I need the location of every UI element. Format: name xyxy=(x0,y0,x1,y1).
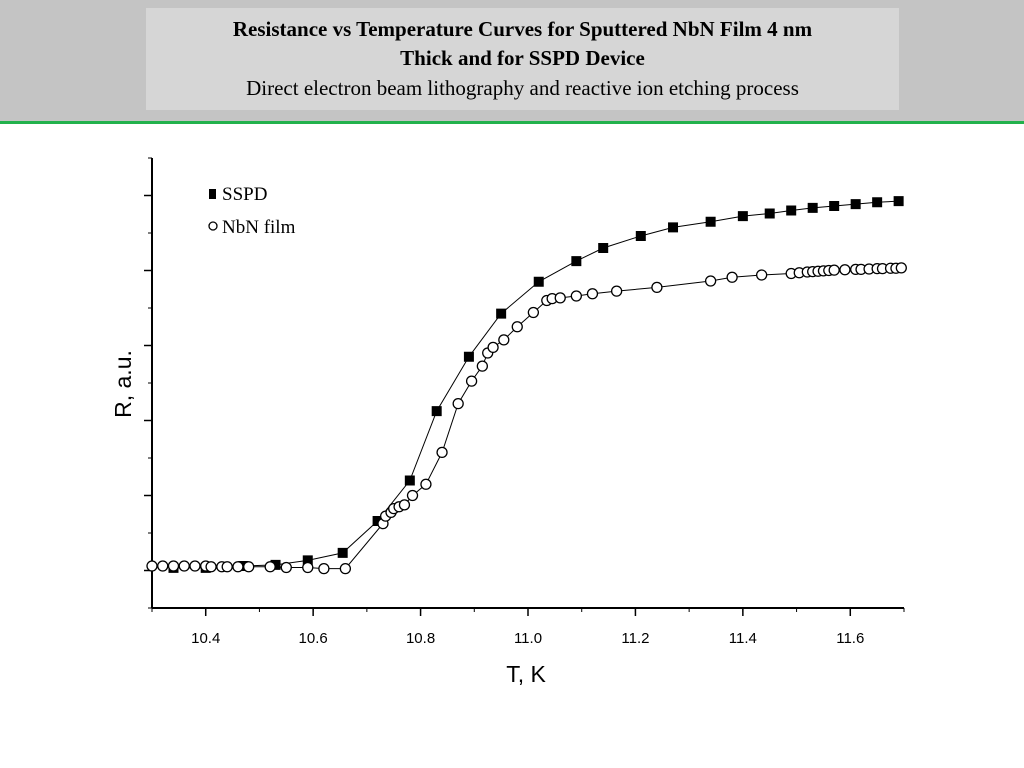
legend-marker-circle xyxy=(208,221,218,231)
data-point-nbn xyxy=(511,321,523,333)
data-point-sspd xyxy=(807,202,818,213)
data-point-sspd xyxy=(786,205,797,216)
data-point-sspd xyxy=(533,276,544,287)
data-point-nbn xyxy=(189,560,201,572)
data-point-sspd xyxy=(737,211,748,222)
chart-legend: SSPD NbN film xyxy=(208,184,296,238)
x-tick-label: 11.0 xyxy=(514,630,542,647)
data-point-sspd xyxy=(496,308,507,319)
data-point-sspd xyxy=(337,547,348,558)
data-point-nbn xyxy=(318,562,330,575)
x-tick-label: 11.2 xyxy=(621,630,649,647)
data-point-nbn xyxy=(243,561,255,573)
slide-subtitle: Direct electron beam lithography and rea… xyxy=(246,76,799,100)
series-points xyxy=(146,196,907,575)
data-point-nbn xyxy=(465,375,478,387)
data-point-nbn xyxy=(527,306,540,319)
data-point-nbn xyxy=(178,560,190,572)
data-point-sspd xyxy=(668,222,679,233)
data-point-sspd xyxy=(872,197,883,208)
series-line-1 xyxy=(152,267,902,570)
data-point-sspd xyxy=(705,216,716,227)
data-point-nbn xyxy=(895,262,907,274)
data-point-nbn xyxy=(264,561,276,573)
data-point-sspd xyxy=(431,406,442,417)
data-point-nbn xyxy=(280,561,292,574)
data-point-nbn xyxy=(839,264,851,276)
data-point-nbn xyxy=(828,264,840,276)
series-lines xyxy=(152,200,902,570)
x-tick-label: 11.4 xyxy=(729,630,757,647)
data-point-sspd xyxy=(850,199,861,210)
data-point-nbn xyxy=(610,285,623,297)
data-point-nbn xyxy=(498,334,510,346)
legend-marker-square xyxy=(209,189,216,199)
data-point-sspd xyxy=(829,201,840,211)
data-point-sspd xyxy=(764,208,775,219)
data-point-nbn xyxy=(487,341,499,354)
data-point-nbn xyxy=(339,562,352,575)
data-point-sspd xyxy=(404,475,415,486)
data-point-nbn xyxy=(232,561,244,573)
data-point-sspd xyxy=(372,516,383,526)
data-point-nbn xyxy=(726,271,738,283)
legend-label-nbn: NbN film xyxy=(222,217,296,238)
data-point-nbn xyxy=(221,561,233,573)
data-point-nbn xyxy=(420,478,432,490)
legend-entry-nbn: NbN film xyxy=(208,217,296,238)
legend-entry-sspd: SSPD xyxy=(209,184,267,205)
chart-ticks: 10.4 10.6 10.8 11.0 11.2 11.4 11.6 xyxy=(144,157,905,647)
y-axis-title: R, a.u. xyxy=(110,350,136,418)
header-divider xyxy=(0,121,1024,124)
legend-label-sspd: SSPD xyxy=(222,184,267,205)
slide-title-line-2: Thick and for SSPD Device xyxy=(400,46,645,70)
data-point-nbn xyxy=(302,561,314,574)
x-tick-label: 10.8 xyxy=(406,630,435,647)
x-tick-label: 10.6 xyxy=(299,630,328,647)
data-point-sspd xyxy=(893,196,904,207)
data-point-nbn xyxy=(406,489,419,502)
data-point-nbn xyxy=(586,288,599,300)
x-tick-label: 11.6 xyxy=(836,630,864,647)
data-point-nbn xyxy=(157,560,169,572)
data-point-nbn xyxy=(704,275,717,287)
data-point-sspd xyxy=(463,351,474,362)
data-point-nbn xyxy=(570,290,582,302)
data-point-sspd xyxy=(270,559,281,570)
data-point-sspd xyxy=(635,231,646,241)
data-point-sspd xyxy=(571,256,582,267)
data-point-nbn xyxy=(146,560,158,572)
data-point-nbn xyxy=(452,397,464,410)
title-box: Resistance vs Temperature Curves for Spu… xyxy=(146,8,899,110)
data-point-nbn xyxy=(554,292,566,304)
slide-title-line-1: Resistance vs Temperature Curves for Spu… xyxy=(232,17,813,41)
data-point-sspd xyxy=(598,243,609,253)
x-tick-label: 10.4 xyxy=(191,630,220,647)
data-point-nbn xyxy=(398,499,411,511)
data-point-nbn xyxy=(436,446,448,459)
data-point-sspd xyxy=(302,555,313,566)
data-point-nbn xyxy=(205,561,217,573)
data-point-nbn xyxy=(651,281,663,294)
data-point-nbn xyxy=(756,269,768,281)
series-line-0 xyxy=(173,200,899,569)
x-axis-title: T, K xyxy=(506,661,546,687)
data-point-nbn xyxy=(476,360,488,372)
data-point-nbn xyxy=(167,560,180,572)
